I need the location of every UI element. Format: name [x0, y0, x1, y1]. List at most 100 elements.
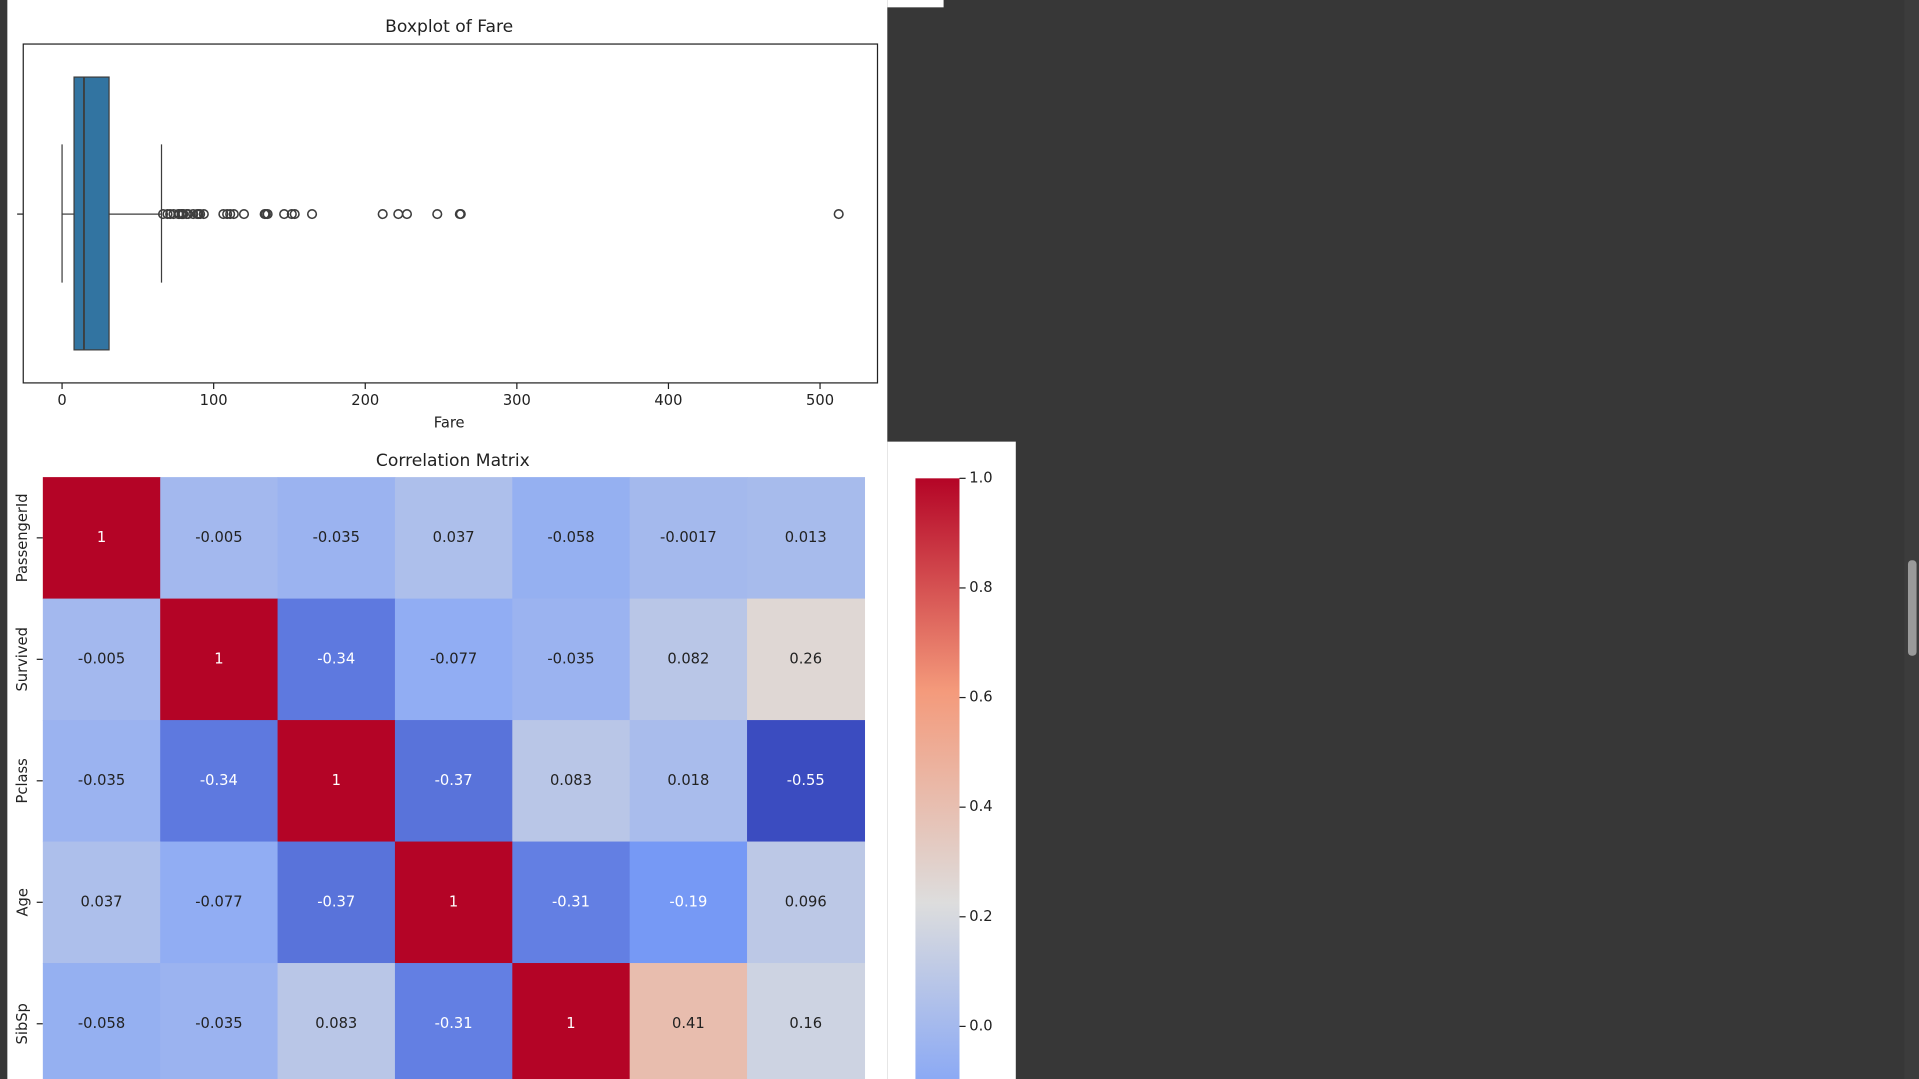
- heatmap-cell: [629, 841, 748, 964]
- outlier: [432, 209, 443, 220]
- outlier: [401, 209, 413, 220]
- heatmap-cell: [512, 963, 631, 1079]
- x-tick-label: 200: [351, 392, 379, 409]
- cell-label: 0.013: [785, 529, 827, 546]
- cell-label: -0.37: [317, 893, 355, 910]
- heatmap-cell: [629, 477, 748, 600]
- cell-label: -0.077: [195, 893, 242, 910]
- heatmap-cell: [277, 598, 396, 721]
- row-label: Survived: [14, 627, 31, 691]
- heatmap-cell: [277, 963, 396, 1079]
- cell-label: 0.41: [672, 1015, 705, 1032]
- heatmap-cell: [277, 477, 396, 600]
- outlier: [198, 209, 209, 220]
- outlier: [228, 209, 239, 220]
- cell-label: -0.058: [78, 1015, 125, 1032]
- heatmap-cell: [512, 720, 631, 843]
- heatmap-cell: [277, 720, 396, 843]
- heatmap-cell: [512, 598, 631, 721]
- cell-label: 1: [214, 650, 223, 667]
- outlier: [289, 209, 300, 220]
- cell-label: -0.31: [435, 1015, 473, 1032]
- heatmap-cell: [160, 841, 279, 964]
- cell-label: -0.035: [195, 1015, 242, 1032]
- heatmap-cell: [394, 720, 513, 843]
- heatmap-cell: [394, 963, 513, 1079]
- cell-label: 0.083: [550, 772, 592, 789]
- heatmap-cell: [42, 477, 161, 600]
- cell-label: -0.005: [195, 529, 242, 546]
- colorbar-tick-label: 0.0: [969, 1017, 992, 1034]
- heatmap-cell: [394, 477, 513, 600]
- cell-label: -0.34: [200, 772, 238, 789]
- cell-label: 1: [566, 1015, 575, 1032]
- outlier: [188, 209, 199, 220]
- charts: 0 100 200 300 400 500 PassengerId 1 -0.005 -0.035…: [14, 76, 993, 1079]
- cell-label: -0.55: [787, 772, 825, 789]
- heatmap-cell: [512, 477, 631, 600]
- heatmap-cell: [747, 598, 866, 721]
- outlier: [377, 209, 388, 220]
- outlier: [455, 209, 466, 220]
- row-label: Pclass: [14, 758, 31, 803]
- colorbar: [915, 478, 960, 1079]
- heatmap-cell: [747, 841, 866, 964]
- heatmap-cell: [42, 598, 161, 721]
- x-tick-label: 400: [654, 392, 682, 409]
- row-label: SibSp: [14, 1003, 31, 1044]
- cell-label: 0.16: [789, 1015, 822, 1032]
- chart-title: Boxplot of Fare: [385, 17, 513, 37]
- outlier: [195, 209, 206, 220]
- x-tick-label: 500: [806, 392, 834, 409]
- heatmap-cell: [42, 841, 161, 964]
- cell-label: -0.035: [313, 529, 360, 546]
- row-label: Age: [14, 888, 31, 916]
- box: [73, 76, 110, 351]
- cell-label: -0.31: [552, 893, 590, 910]
- scrollbar-thumb[interactable]: [1907, 560, 1917, 656]
- cell-label: -0.035: [547, 650, 594, 667]
- heatmap-cell: [160, 598, 279, 721]
- chart-title: Correlation Matrix: [376, 451, 530, 471]
- cell-label: -0.035: [78, 772, 125, 789]
- cell-label: -0.0017: [660, 529, 717, 546]
- x-axis-label: Fare: [434, 414, 465, 431]
- outlier: [833, 209, 844, 220]
- cell-label: 0.037: [81, 893, 123, 910]
- heatmap-cell: [42, 720, 161, 843]
- heatmap-cell: [747, 477, 866, 600]
- x-tick-label: 0: [57, 392, 66, 409]
- heatmap-cell: [512, 841, 631, 964]
- scrollbar[interactable]: [1904, 0, 1919, 1079]
- outlier: [157, 209, 169, 220]
- row-label: PassengerId: [14, 493, 31, 582]
- cell-label: 0.096: [785, 893, 827, 910]
- cell-label: -0.005: [78, 650, 125, 667]
- heatmap-cell: [747, 963, 866, 1079]
- cell-label: 0.037: [433, 529, 475, 546]
- cell-label: 0.083: [315, 1015, 357, 1032]
- cell-label: 1: [97, 529, 106, 546]
- colorbar-tick-label: 0.8: [969, 579, 992, 596]
- cell-label: 0.26: [789, 650, 822, 667]
- cell-label: -0.37: [435, 772, 473, 789]
- cell-label: -0.077: [430, 650, 477, 667]
- cell-label: -0.058: [547, 529, 594, 546]
- cell-label: -0.34: [317, 650, 355, 667]
- cell-label: 1: [449, 893, 458, 910]
- heatmap-cell: [394, 841, 513, 964]
- outlier: [279, 209, 290, 220]
- outlier: [218, 209, 229, 220]
- heatmap-cell: [629, 598, 748, 721]
- outlier: [262, 209, 273, 220]
- heatmap-cell: [277, 841, 396, 964]
- colorbar-tick-label: 0.2: [969, 908, 992, 925]
- heatmap-cell: [160, 720, 279, 843]
- outlier: [178, 209, 189, 220]
- heatmap-cell: [42, 963, 161, 1079]
- cell-label: 1: [332, 772, 341, 789]
- outlier: [225, 209, 236, 220]
- colorbar-tick-label: 1.0: [969, 469, 992, 486]
